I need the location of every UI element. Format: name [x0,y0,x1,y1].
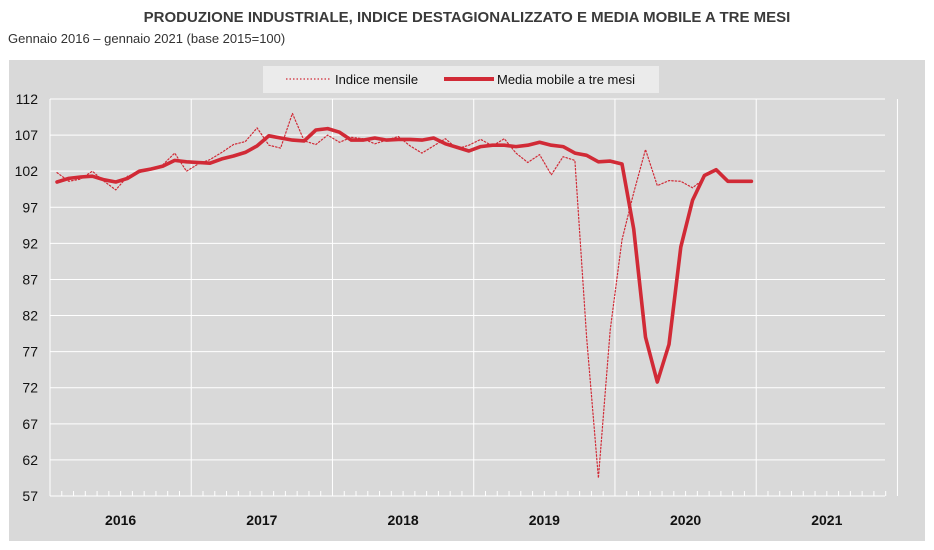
x-tick-label: 2016 [105,512,136,528]
x-tick-label: 2019 [529,512,560,528]
x-tick-label: 2021 [811,512,842,528]
y-axis: 112 107 102 97 92 87 82 77 72 67 62 57 [15,91,39,504]
chart-title: PRODUZIONE INDUSTRIALE, INDICE DESTAGION… [143,9,791,26]
series-line-indice-mensile [56,112,706,479]
chart-panel [9,60,925,541]
legend: Indice mensile Media mobile a tre mesi [263,66,659,93]
y-tick-label: 77 [22,344,38,360]
x-tick-label: 2020 [670,512,701,528]
y-tick-label: 102 [15,163,39,179]
y-tick-label: 87 [22,271,38,287]
y-tick-label: 97 [22,199,38,215]
y-tick-label: 92 [22,235,38,251]
x-axis: 2016 2017 2018 2019 2020 2021 [105,512,843,528]
y-tick-label: 112 [16,91,39,107]
x-tick-label: 2018 [388,512,419,528]
chart-subtitle: Gennaio 2016 – gennaio 2021 (base 2015=1… [8,31,286,46]
y-tick-label: 82 [22,308,38,324]
series-group [55,112,754,479]
y-tick-label: 72 [22,380,38,396]
legend-label-media-mobile: Media mobile a tre mesi [497,72,635,87]
grid-lines [49,98,898,497]
y-tick-label: 67 [22,416,38,432]
series-line-media-mobile [55,126,754,384]
y-tick-label: 57 [22,488,38,504]
x-tick-label: 2017 [246,512,277,528]
y-tick-label: 107 [15,127,39,143]
y-tick-label: 62 [22,452,38,468]
legend-label-indice-mensile: Indice mensile [335,72,418,87]
